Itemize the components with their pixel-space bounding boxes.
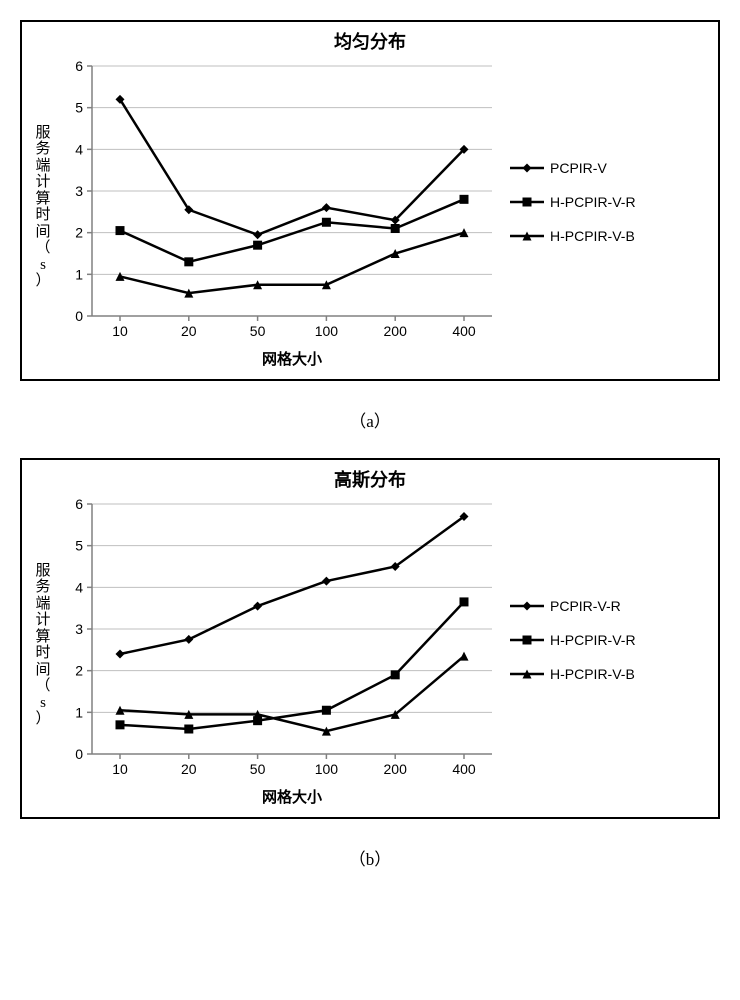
legend-item: H-PCPIR-V-B	[510, 228, 708, 244]
ylabel-char: 端	[35, 158, 50, 175]
legend-label: H-PCPIR-V-B	[550, 228, 635, 244]
ylabel-char: ）	[35, 273, 50, 290]
svg-text:2: 2	[75, 663, 83, 679]
svg-text:0: 0	[75, 308, 83, 324]
svg-text:20: 20	[181, 323, 197, 339]
svg-text:5: 5	[75, 100, 83, 116]
svg-text:6: 6	[75, 496, 83, 512]
svg-text:100: 100	[315, 323, 339, 339]
svg-text:400: 400	[452, 323, 476, 339]
ylabel-char: 务	[35, 141, 50, 158]
legend-item: PCPIR-V-R	[510, 598, 708, 614]
ylabel-char: s	[40, 695, 46, 712]
legend-label: H-PCPIR-V-R	[550, 632, 636, 648]
panel-a-label: （a）	[20, 407, 720, 432]
panel-b-ylabel: 服务端计算时间（s）	[32, 496, 54, 784]
svg-text:4: 4	[75, 141, 83, 157]
legend-item: H-PCPIR-V-R	[510, 632, 708, 648]
ylabel-char: 时	[35, 645, 50, 662]
panel-b-label: （b）	[20, 845, 720, 870]
panel-a-title: 均匀分布	[32, 28, 708, 54]
legend-item: H-PCPIR-V-B	[510, 666, 708, 682]
legend-label: PCPIR-V	[550, 160, 607, 176]
panel-a-legend: PCPIR-V H-PCPIR-V-R H-PCPIR-V-B	[502, 58, 708, 346]
svg-text:4: 4	[75, 579, 83, 595]
svg-text:5: 5	[75, 538, 83, 554]
panel-a-chart: 0 1 2 3 4 5 6 10 20 50 100 200 400	[54, 58, 502, 346]
legend-label: H-PCPIR-V-B	[550, 666, 635, 682]
ylabel-char: 间	[35, 662, 50, 679]
svg-text:1: 1	[75, 704, 83, 720]
ylabel-char: （	[35, 240, 50, 257]
panel-b: 高斯分布 服务端计算时间（s） 0 1 2 3 4 5 6 10 20 50 100 200 400 P…	[20, 458, 720, 819]
ylabel-char: 算	[35, 629, 50, 646]
panel-b-chart-row: 服务端计算时间（s） 0 1 2 3 4 5 6 10 20 50 100 200 400 PCPIR-…	[32, 496, 708, 784]
legend-item: H-PCPIR-V-R	[510, 194, 708, 210]
ylabel-char: s	[40, 257, 46, 274]
panel-a-xlabel: 网格大小	[92, 348, 492, 369]
ylabel-char: 算	[35, 191, 50, 208]
svg-text:3: 3	[75, 621, 83, 637]
ylabel-char: 计	[35, 174, 50, 191]
ylabel-char: 服	[35, 563, 50, 580]
svg-text:100: 100	[315, 761, 339, 777]
ylabel-char: 间	[35, 224, 50, 241]
panel-b-xlabel: 网格大小	[92, 786, 492, 807]
figure-wrap: 均匀分布 服务端计算时间（s） 0123456102050100200400 P…	[20, 20, 720, 870]
legend-item: PCPIR-V	[510, 160, 708, 176]
svg-text:6: 6	[75, 58, 83, 74]
svg-text:10: 10	[112, 323, 128, 339]
panel-a-ylabel: 服务端计算时间（s）	[32, 58, 54, 346]
svg-text:0: 0	[75, 746, 83, 762]
ylabel-char: 服	[35, 125, 50, 142]
svg-text:2: 2	[75, 225, 83, 241]
ylabel-char: 务	[35, 579, 50, 596]
ylabel-char: 端	[35, 596, 50, 613]
svg-text:3: 3	[75, 183, 83, 199]
panel-b-title: 高斯分布	[32, 466, 708, 492]
legend-label: H-PCPIR-V-R	[550, 194, 636, 210]
legend-label: PCPIR-V-R	[550, 598, 621, 614]
ylabel-char: ）	[35, 711, 50, 728]
svg-text:10: 10	[112, 761, 128, 777]
svg-text:1: 1	[75, 266, 83, 282]
svg-text:20: 20	[181, 761, 197, 777]
panel-a: 均匀分布 服务端计算时间（s） 0 1 2 3 4 5 6 10 20 50 100 200 400 P…	[20, 20, 720, 381]
svg-text:50: 50	[250, 761, 266, 777]
panel-a-chart-row: 服务端计算时间（s） 0 1 2 3 4 5 6 10 20 50 100 200 400 PCPIR-…	[32, 58, 708, 346]
panel-b-legend: PCPIR-V-R H-PCPIR-V-R H-PCPIR-V-B	[502, 496, 708, 784]
panel-b-chart: 0 1 2 3 4 5 6 10 20 50 100 200 400	[54, 496, 502, 784]
svg-text:400: 400	[452, 761, 476, 777]
svg-text:200: 200	[384, 761, 408, 777]
ylabel-char: 时	[35, 207, 50, 224]
svg-text:200: 200	[384, 323, 408, 339]
ylabel-char: 计	[35, 612, 50, 629]
svg-text:50: 50	[250, 323, 266, 339]
ylabel-char: （	[35, 678, 50, 695]
